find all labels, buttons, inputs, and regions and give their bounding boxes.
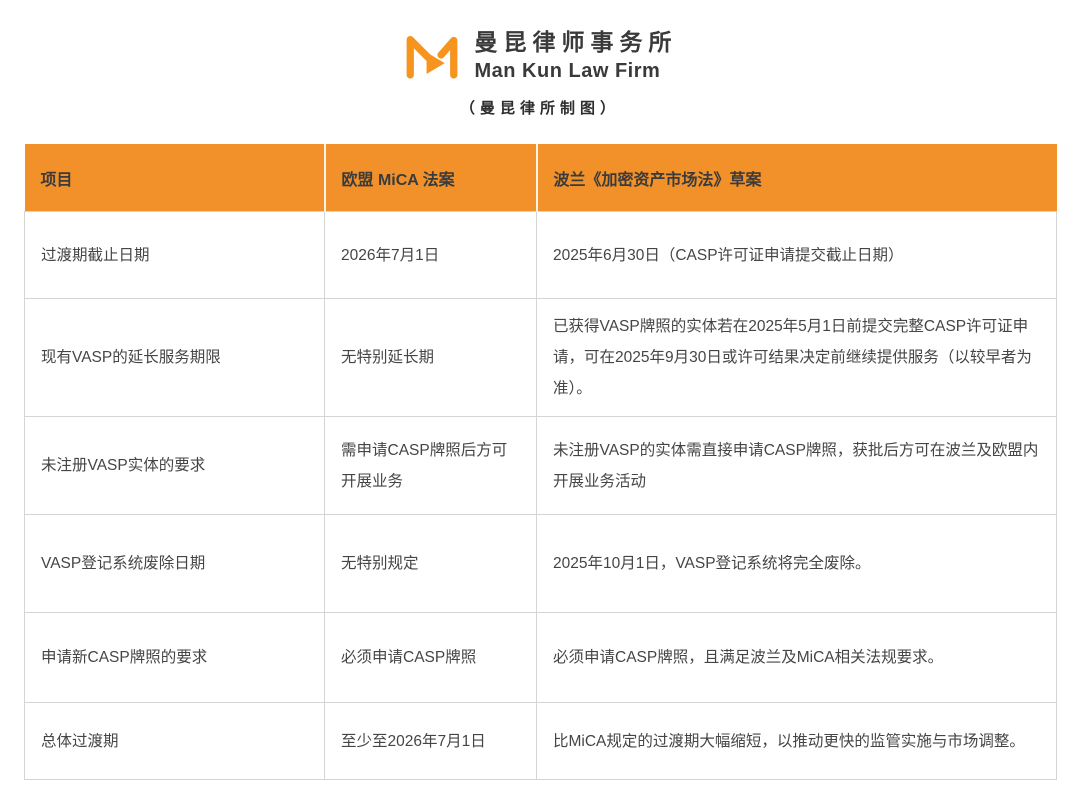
table-row: 申请新CASP牌照的要求 必须申请CASP牌照 必须申请CASP牌照，且满足波兰… [24,612,1057,704]
man-kun-logo-icon [406,36,457,79]
brand-title-en: Man Kun Law Firm [474,59,661,82]
item-cell: 总体过渡期 [24,702,325,781]
table-row: 未注册VASP实体的要求 需申请CASP牌照后方可开展业务 未注册VASP的实体… [24,416,1057,516]
table-row: VASP登记系统废除日期 无特别规定 2025年10月1日，VASP登记系统将完… [24,514,1057,614]
mica-cell: 2026年7月1日 [324,211,537,300]
table-header-row: 项目 欧盟 MiCA 法案 波兰《加密资产市场法》草案 [24,143,1057,212]
item-cell: 现有VASP的延长服务期限 [24,298,325,418]
header-item: 项目 [24,143,326,212]
item-cell: 申请新CASP牌照的要求 [24,612,325,704]
poland-cell: 2025年10月1日，VASP登记系统将完全废除。 [536,514,1057,614]
poland-cell: 2025年6月30日（CASP许可证申请提交截止日期） [536,211,1057,300]
item-cell: 未注册VASP实体的要求 [24,416,325,516]
comparison-table: 项目 欧盟 MiCA 法案 波兰《加密资产市场法》草案 过渡期截止日期 2026… [24,143,1057,781]
comparison-table-container: 项目 欧盟 MiCA 法案 波兰《加密资产市场法》草案 过渡期截止日期 2026… [24,143,1057,781]
poland-cell: 已获得VASP牌照的实体若在2025年5月1日前提交完整CASP许可证申请，可在… [536,298,1057,418]
item-cell: VASP登记系统废除日期 [24,514,325,614]
header-mica: 欧盟 MiCA 法案 [324,143,538,212]
brand-header: 曼昆律师事务所 Man Kun Law Firm （曼昆律所制图） [0,0,1080,118]
item-cell: 过渡期截止日期 [24,211,325,300]
poland-cell: 未注册VASP的实体需直接申请CASP牌照，获批后方可在波兰及欧盟内开展业务活动 [536,416,1057,516]
table-row: 总体过渡期 至少至2026年7月1日 比MiCA规定的过渡期大幅缩短，以推动更快… [24,702,1057,781]
header-poland: 波兰《加密资产市场法》草案 [536,143,1057,212]
image-caption: （曼昆律所制图） [459,99,620,117]
poland-cell: 比MiCA规定的过渡期大幅缩短，以推动更快的监管实施与市场调整。 [536,702,1057,781]
mica-cell: 无特别延长期 [324,298,537,418]
brand-title-zh: 曼昆律师事务所 [474,29,678,55]
table-row: 现有VASP的延长服务期限 无特别延长期 已获得VASP牌照的实体若在2025年… [24,298,1057,418]
mica-cell: 无特别规定 [324,514,537,614]
poland-cell: 必须申请CASP牌照，且满足波兰及MiCA相关法规要求。 [536,612,1057,704]
mica-cell: 必须申请CASP牌照 [324,612,537,704]
table-row: 过渡期截止日期 2026年7月1日 2025年6月30日（CASP许可证申请提交… [24,211,1057,300]
mica-cell: 至少至2026年7月1日 [324,702,537,781]
mica-cell: 需申请CASP牌照后方可开展业务 [324,416,537,516]
